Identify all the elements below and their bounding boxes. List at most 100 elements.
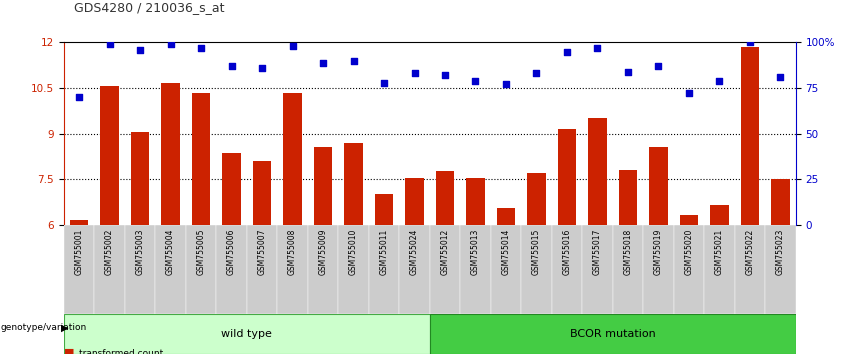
Bar	[771, 179, 790, 224]
Text: ■: ■	[64, 348, 74, 354]
Text: GSM755006: GSM755006	[227, 229, 236, 275]
Bar	[374, 194, 393, 224]
Point	[103, 41, 117, 47]
Bar	[466, 177, 484, 224]
Point	[377, 80, 391, 85]
Bar	[64, 224, 94, 314]
Bar	[216, 224, 247, 314]
Text: GSM755021: GSM755021	[715, 229, 724, 275]
Text: GSM755003: GSM755003	[135, 229, 145, 275]
Point	[317, 60, 330, 65]
Text: GSM755018: GSM755018	[624, 229, 632, 275]
Bar	[711, 205, 728, 224]
Bar	[94, 224, 125, 314]
Text: GSM755012: GSM755012	[441, 229, 449, 275]
Bar	[430, 314, 796, 354]
Text: ▶: ▶	[61, 322, 69, 332]
Point	[163, 41, 177, 47]
Bar	[582, 224, 613, 314]
Bar	[155, 224, 186, 314]
Text: GDS4280 / 210036_s_at: GDS4280 / 210036_s_at	[74, 1, 224, 14]
Point	[134, 47, 147, 53]
Bar	[131, 132, 149, 224]
Bar	[100, 86, 118, 224]
Bar	[277, 224, 308, 314]
Point	[72, 94, 86, 100]
Point	[591, 45, 604, 51]
Point	[225, 63, 238, 69]
Text: GSM755015: GSM755015	[532, 229, 541, 275]
Bar	[521, 224, 551, 314]
Bar	[497, 208, 515, 224]
Bar	[308, 224, 338, 314]
Bar	[186, 224, 216, 314]
Point	[683, 91, 696, 96]
Bar	[283, 92, 301, 224]
Point	[621, 69, 635, 74]
Text: GSM755007: GSM755007	[258, 229, 266, 275]
Text: transformed count: transformed count	[79, 349, 163, 354]
Bar	[64, 314, 430, 354]
Bar	[649, 147, 667, 224]
Text: GSM755005: GSM755005	[197, 229, 206, 275]
Text: GSM755010: GSM755010	[349, 229, 358, 275]
Bar	[680, 216, 698, 224]
Text: GSM755020: GSM755020	[684, 229, 694, 275]
Text: GSM755013: GSM755013	[471, 229, 480, 275]
Text: GSM755017: GSM755017	[593, 229, 602, 275]
Text: BCOR mutation: BCOR mutation	[570, 329, 655, 339]
Bar	[253, 161, 271, 224]
Text: GSM755022: GSM755022	[745, 229, 755, 275]
Text: GSM755016: GSM755016	[563, 229, 572, 275]
Bar	[345, 143, 363, 224]
Bar	[399, 224, 430, 314]
Bar	[460, 224, 491, 314]
Point	[438, 73, 452, 78]
Bar	[314, 147, 332, 224]
Text: GSM755009: GSM755009	[318, 229, 328, 275]
Text: GSM755002: GSM755002	[105, 229, 114, 275]
Point	[408, 70, 421, 76]
Point	[560, 49, 574, 55]
Text: wild type: wild type	[221, 329, 272, 339]
Bar	[551, 224, 582, 314]
Bar	[528, 173, 545, 224]
Bar	[765, 224, 796, 314]
Bar	[125, 224, 155, 314]
Bar	[191, 92, 210, 224]
Text: GSM755011: GSM755011	[380, 229, 389, 275]
Point	[529, 70, 543, 76]
Bar	[222, 153, 241, 224]
Bar	[430, 224, 460, 314]
Point	[743, 40, 757, 45]
Bar	[740, 47, 759, 224]
Bar	[491, 224, 521, 314]
Text: GSM755004: GSM755004	[166, 229, 175, 275]
Bar	[247, 224, 277, 314]
Bar	[704, 224, 734, 314]
Bar	[588, 118, 607, 224]
Bar	[70, 220, 89, 224]
Point	[286, 43, 300, 49]
Bar	[436, 171, 454, 224]
Bar	[643, 224, 674, 314]
Bar	[162, 84, 180, 224]
Point	[774, 74, 787, 80]
Bar	[619, 170, 637, 224]
Bar	[405, 177, 424, 224]
Point	[500, 81, 513, 87]
Text: GSM755023: GSM755023	[776, 229, 785, 275]
Point	[469, 78, 483, 84]
Point	[194, 45, 208, 51]
Text: GSM755001: GSM755001	[75, 229, 83, 275]
Point	[712, 78, 726, 84]
Bar	[613, 224, 643, 314]
Bar	[674, 224, 704, 314]
Bar	[368, 224, 399, 314]
Text: GSM755019: GSM755019	[654, 229, 663, 275]
Bar	[734, 224, 765, 314]
Point	[346, 58, 360, 63]
Bar	[338, 224, 368, 314]
Bar	[557, 129, 576, 224]
Point	[255, 65, 269, 71]
